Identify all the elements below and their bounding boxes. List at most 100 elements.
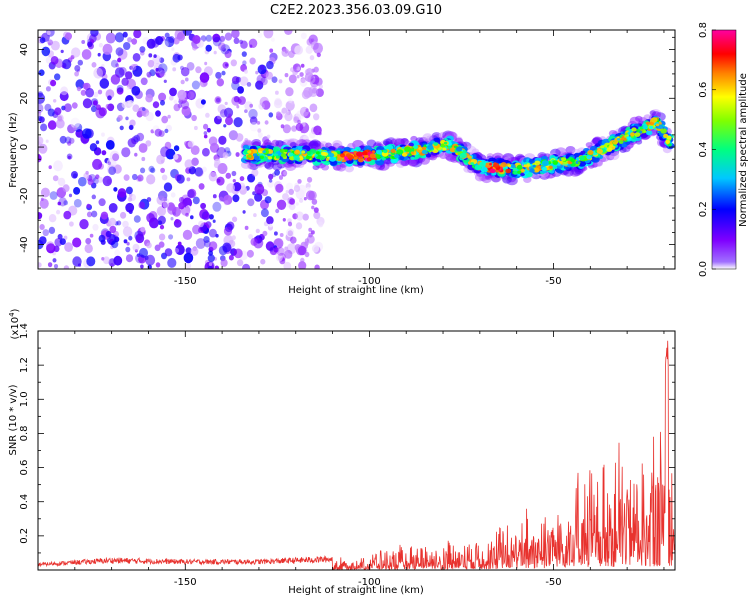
- heatmap-cell: [182, 30, 193, 36]
- heatmap-cell: [374, 153, 381, 159]
- heatmap-cell: [47, 120, 57, 130]
- heatmap-cell: [356, 151, 363, 157]
- heatmap-cell: [142, 107, 146, 111]
- heatmap-cell: [87, 178, 94, 186]
- heatmap-cell: [257, 32, 263, 39]
- heatmap-cell: [57, 201, 62, 206]
- heatmap-cell: [184, 141, 189, 146]
- heatmap-cell: [208, 241, 218, 251]
- heatmap-cell: [41, 46, 51, 57]
- heatmap-cell: [249, 121, 259, 132]
- heatmap-cell: [192, 224, 201, 235]
- heatmap-cell: [275, 155, 280, 159]
- heatmap-cell: [95, 107, 106, 119]
- heatmap-cell: [273, 247, 279, 253]
- heatmap-cell: [139, 46, 146, 53]
- heatmap-cell: [146, 213, 155, 223]
- heatmap-cell: [247, 150, 252, 154]
- heatmap-cell: [170, 192, 176, 198]
- heatmap-cell: [280, 124, 285, 129]
- heatmap-cell: [109, 150, 120, 162]
- heatmap-cell: [99, 78, 110, 89]
- heatmap-cell: [62, 184, 70, 193]
- heatmap-cell: [230, 59, 237, 67]
- heatmap-cell: [173, 154, 179, 160]
- heatmap-cell: [281, 48, 290, 57]
- heatmap-cell: [427, 144, 434, 150]
- heatmap-cell: [337, 157, 342, 162]
- heatmap-cell: [178, 202, 185, 210]
- x-tick-label: -150: [174, 276, 197, 287]
- heatmap-cell: [258, 102, 265, 110]
- heatmap-cell: [38, 103, 44, 114]
- heatmap-cell: [293, 155, 301, 161]
- heatmap-cell: [140, 264, 144, 269]
- colorbar-tick-label: 0.8: [698, 22, 709, 38]
- heatmap-cell: [131, 86, 141, 96]
- heatmap-cell: [237, 86, 245, 94]
- heatmap-cell: [205, 34, 212, 42]
- heatmap-cell: [305, 45, 313, 54]
- heatmap-cell: [201, 166, 207, 173]
- heatmap-cell: [152, 101, 160, 109]
- heatmap-cell: [70, 117, 80, 129]
- heatmap-cell: [40, 187, 50, 198]
- heatmap-cell: [113, 164, 122, 174]
- y-tick-label: 0.8: [19, 425, 30, 441]
- heatmap-cell: [185, 247, 192, 254]
- heatmap-cell: [186, 62, 195, 71]
- heatmap-cell: [344, 164, 354, 173]
- heatmap-cell: [243, 266, 248, 269]
- heatmap-cell: [285, 87, 294, 97]
- heatmap-cell: [657, 124, 664, 130]
- heatmap-cell: [271, 76, 278, 83]
- heatmap-cell: [128, 235, 133, 241]
- snr-x-label: Height of straight line (km): [288, 585, 424, 596]
- heatmap-cell: [154, 128, 162, 137]
- heatmap-cell: [285, 182, 294, 191]
- heatmap-cell: [46, 243, 56, 254]
- heatmap-cell: [84, 243, 93, 254]
- heatmap-cell: [456, 146, 463, 152]
- heatmap-cell: [313, 211, 321, 220]
- heatmap-cell: [517, 170, 522, 174]
- heatmap-cell: [260, 208, 269, 218]
- heatmap-cell: [256, 121, 261, 125]
- heatmap-cell: [327, 150, 332, 154]
- figure-title: C2E2.2023.356.03.09.G10: [270, 3, 442, 18]
- heatmap-cell: [108, 203, 118, 213]
- heatmap-cell: [267, 156, 273, 160]
- heatmap-cell: [163, 197, 168, 202]
- heatmap-cell: [85, 237, 92, 245]
- heatmap-cell: [145, 111, 154, 122]
- snr-panel: -150 -100 -50 0.2 0.4 0.6 0.8 1.0 1.2 1.4 Height…: [8, 308, 676, 596]
- heatmap-cell: [534, 160, 541, 166]
- heatmap-cell: [310, 38, 315, 43]
- heatmap-cell: [300, 63, 305, 68]
- heatmap-cell: [309, 131, 316, 139]
- heatmap-cell: [306, 186, 311, 192]
- heatmap-cell: [242, 263, 251, 269]
- heatmap-cell: [269, 48, 274, 53]
- heatmap-cell: [222, 61, 229, 69]
- heatmap-cell: [79, 219, 89, 230]
- heatmap-cell: [241, 51, 247, 57]
- heatmap-cell: [258, 150, 263, 154]
- heatmap-cell: [223, 124, 227, 128]
- heatmap-cell: [274, 169, 280, 176]
- heatmap-cell: [55, 118, 65, 129]
- heatmap-cell: [102, 256, 110, 265]
- heatmap-cell: [45, 86, 51, 92]
- heatmap-cell: [443, 141, 448, 145]
- heatmap-cell: [140, 226, 146, 233]
- heatmap-cell: [226, 183, 236, 193]
- heatmap-cell: [442, 147, 447, 151]
- heatmap-cell: [449, 147, 456, 153]
- heatmap-cell: [269, 223, 273, 228]
- heatmap-cell: [467, 155, 472, 159]
- heatmap-cell: [82, 82, 89, 90]
- heatmap-cell: [643, 130, 647, 133]
- x-tick-label: -100: [358, 276, 381, 287]
- heatmap-cell: [548, 165, 553, 169]
- heatmap-cell: [521, 169, 525, 172]
